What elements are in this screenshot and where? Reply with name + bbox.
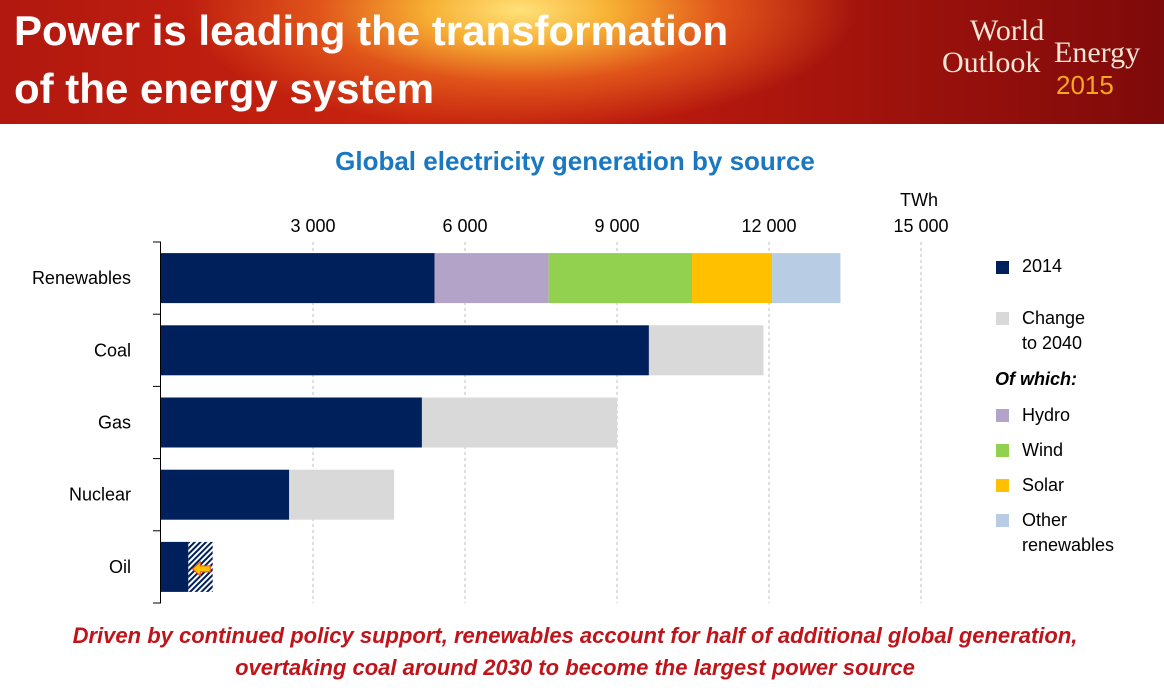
category-label: Gas [98, 413, 131, 433]
bar-gas-change [421, 397, 617, 448]
footer-caption: Driven by continued policy support, rene… [0, 620, 1150, 684]
legend-label-wind: Wind [1022, 440, 1064, 460]
logo-year: 2015 [1056, 70, 1114, 100]
legend-label-hydro: Hydro [1022, 405, 1071, 425]
legend-label-solar: Solar [1022, 475, 1065, 495]
legend-label-change-line2: to 2040 [1022, 333, 1083, 353]
logo-outlook: Outlook [942, 46, 1041, 79]
weo-logo: World Energy Outlook 2015 [940, 14, 1160, 104]
legend-label-other-line2: renewables [1022, 535, 1115, 555]
bar-renewables-wind [548, 253, 692, 304]
headline-line-1: Power is leading the transformation [14, 7, 729, 54]
x-tick-label: 6 000 [442, 216, 487, 236]
x-unit-label: TWh [900, 190, 938, 210]
bar-nuclear-change [289, 469, 395, 520]
x-tick-label: 15 000 [893, 216, 948, 236]
headline: Power is leading the transformation of t… [14, 2, 728, 118]
oil-decline-arrow [191, 560, 211, 578]
category-label: Oil [109, 557, 131, 577]
legend-swatch-2014 [996, 261, 1009, 274]
header-banner: Power is leading the transformation of t… [0, 0, 1164, 124]
bar-nuclear-base_2014 [161, 469, 290, 520]
category-label: Coal [94, 340, 131, 360]
legend-label-2014: 2014 [1022, 256, 1063, 276]
category-label: Nuclear [69, 485, 131, 505]
footer-line-2: overtaking coal around 2030 to become th… [235, 655, 915, 680]
footer-line-1: Driven by continued policy support, rene… [72, 623, 1078, 648]
value-axis-labels: 3 000 6 000 9 000 12 000 15 000 TWh [290, 190, 948, 236]
legend-swatch-change [996, 312, 1009, 325]
logo-world: World [970, 14, 1045, 47]
x-tick-label: 9 000 [594, 216, 639, 236]
legend-swatch-other [996, 514, 1009, 527]
bar-renewables-base_2014 [161, 253, 435, 304]
logo-energy: Energy [1054, 36, 1141, 69]
legend-swatch-hydro [996, 409, 1009, 422]
bar-renewables-other [772, 253, 841, 304]
chart-title: Global electricity generation by source [335, 146, 815, 176]
bar-renewables-hydro [434, 253, 549, 304]
bar-gas-base_2014 [161, 397, 422, 448]
bars [161, 253, 841, 592]
category-label: Renewables [32, 268, 131, 288]
bar-renewables-solar [691, 253, 773, 304]
bar-coal-change [648, 325, 764, 376]
legend-label-other-line1: Other [1022, 510, 1068, 530]
category-axis: Renewables Coal Gas Nuclear Oil [32, 241, 161, 604]
legend-label-change-line1: Change [1022, 308, 1086, 328]
bar-oil-base_2014 [161, 541, 189, 592]
legend-of-which: Of which: [995, 369, 1077, 389]
bar-coal-base_2014 [161, 325, 649, 376]
legend-swatch-solar [996, 479, 1009, 492]
legend-swatch-wind [996, 444, 1009, 457]
headline-line-2: of the energy system [14, 65, 435, 112]
x-tick-label: 3 000 [290, 216, 335, 236]
x-tick-label: 12 000 [741, 216, 796, 236]
